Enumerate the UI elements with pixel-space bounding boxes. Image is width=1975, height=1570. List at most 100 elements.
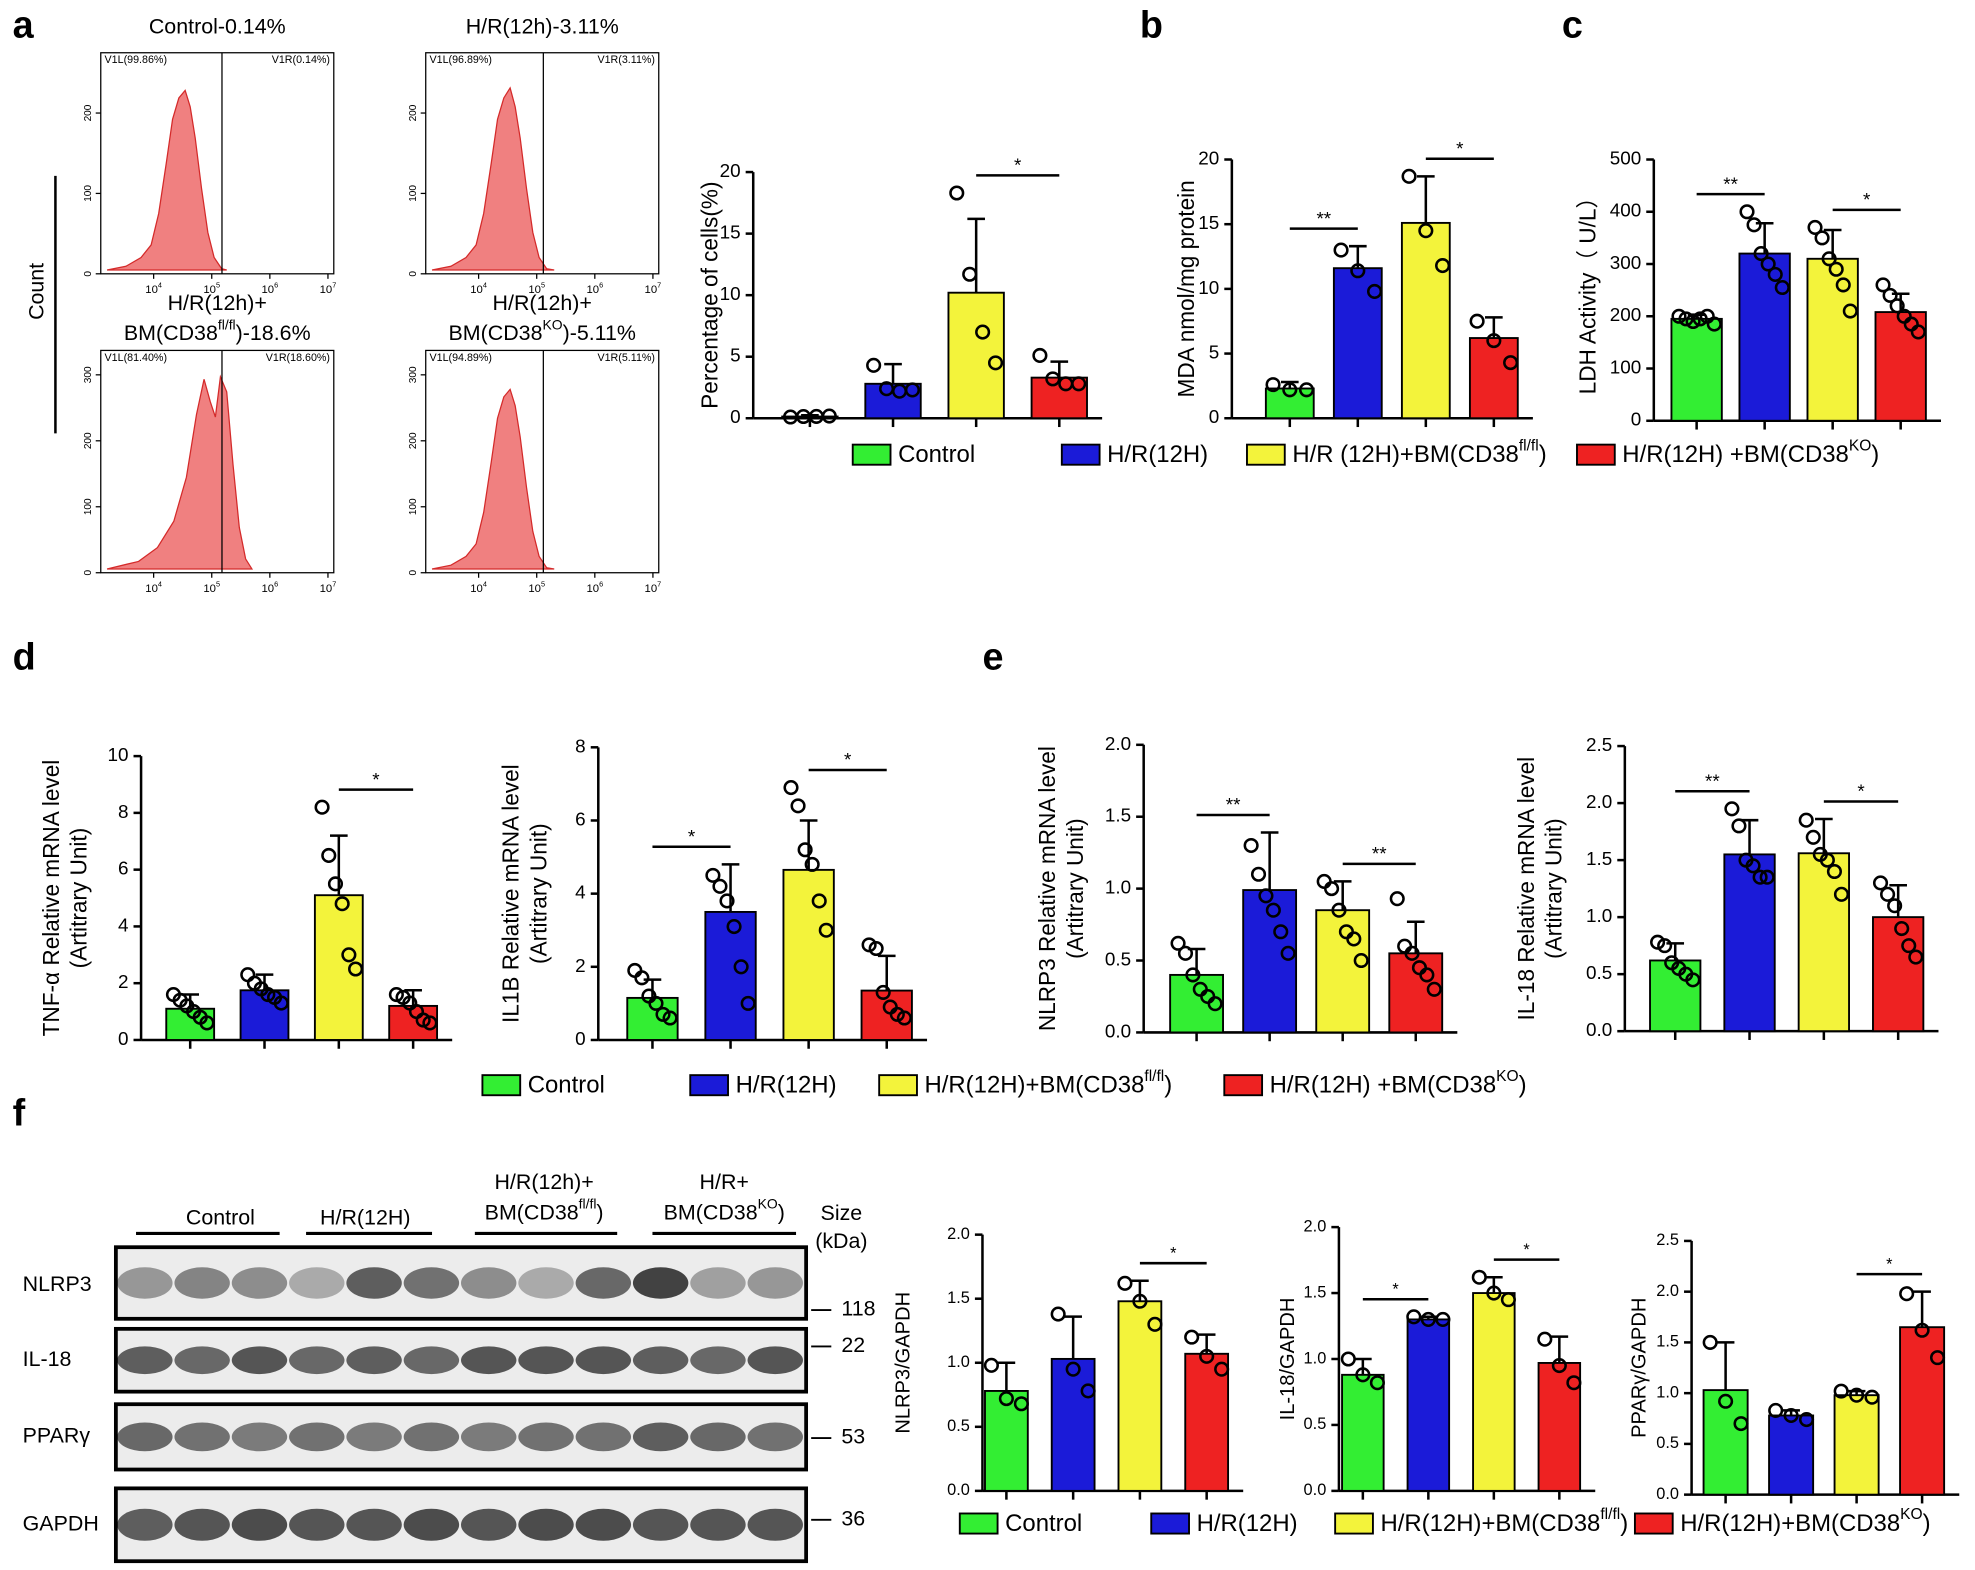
error-bar (643, 978, 662, 998)
data-point (1650, 934, 1666, 950)
histograms (106, 86, 555, 570)
blot-band (346, 1422, 402, 1452)
superscript: fl/fl (579, 1195, 597, 1211)
data-point (821, 408, 837, 424)
data-point (1389, 891, 1405, 907)
data-point (1419, 967, 1435, 983)
data-point (1401, 168, 1417, 184)
data-point (1214, 1361, 1230, 1377)
bar (782, 868, 835, 1041)
size-header: (kDa) (815, 1229, 867, 1253)
superscript: 6 (274, 579, 278, 588)
blot-band (690, 1508, 746, 1541)
blot-band (690, 1267, 746, 1299)
blot-band (518, 1422, 574, 1452)
data-point (1199, 1348, 1215, 1364)
text-part: Control-0.14% (149, 14, 286, 38)
y-axis-label: PPARγ/GAPDH (1628, 1298, 1650, 1438)
y-tick-label: 0 (83, 570, 94, 576)
superscript: fl/fl (1144, 1068, 1164, 1085)
data-point (949, 185, 965, 201)
text-part: H/R(12h)+ (494, 1170, 593, 1194)
error-bar (1260, 831, 1279, 891)
gate-label: V1L(96.89%) (430, 54, 492, 66)
y-tick-label: 2.0 (947, 1225, 970, 1243)
data-point (1500, 1292, 1516, 1308)
text-part: H/R(12h)-3.11% (466, 14, 619, 38)
text-part: H/R(12H) (1197, 1510, 1298, 1537)
y-tick-label: 300 (83, 366, 94, 383)
legend-label: H/R(12H)+BM(CD38KO) (1680, 1506, 1930, 1537)
row-label: PPARγ (23, 1424, 91, 1448)
data-point (783, 780, 799, 796)
text-part: ) (1164, 1072, 1172, 1099)
y-tick-label: 200 (408, 432, 419, 449)
legend-label: Control (898, 441, 975, 468)
y-axis-label: NLRP3/GAPDH (893, 1292, 915, 1434)
data-point (740, 995, 756, 1011)
data-point (1733, 1416, 1749, 1432)
data-point (1071, 376, 1087, 392)
bar (313, 894, 364, 1041)
superscript: 4 (483, 579, 487, 588)
data-point (1243, 837, 1259, 854)
significance-label: ** (1723, 173, 1738, 194)
superscript: KO (543, 316, 563, 332)
data-point (1724, 801, 1740, 817)
data-point (1065, 1361, 1081, 1377)
text-part: 10 (586, 583, 599, 595)
legend-swatch (1576, 443, 1616, 466)
legend-label: H/R(12H) (1107, 441, 1208, 468)
blot-band (346, 1508, 402, 1541)
y-axis-label: IL1B Relative mRNA level (499, 764, 524, 1023)
y-tick-label: 1.0 (1105, 877, 1131, 898)
bar (704, 910, 757, 1041)
blot-band (632, 1267, 689, 1299)
bar (1264, 387, 1315, 420)
legend-swatch (1246, 443, 1286, 466)
y-tick-label: 1.0 (947, 1353, 970, 1371)
significance-label: * (1170, 1245, 1177, 1263)
superscript: 4 (158, 281, 162, 290)
legend-label: H/R(12H) +BM(CD38KO) (1622, 438, 1879, 469)
significance-label: * (1886, 1256, 1893, 1274)
blot-band (346, 1267, 402, 1299)
x-tick-label: 104 (470, 281, 487, 297)
y-tick-label: 20 (1198, 148, 1219, 169)
data-point (199, 1015, 215, 1031)
y-axis-label: (Artitrary Unit) (1063, 818, 1088, 959)
y-tick-label: 2.0 (1105, 733, 1131, 754)
data-point (1692, 311, 1708, 327)
data-point (648, 995, 664, 1011)
blot-band (231, 1422, 288, 1452)
y-tick-label: 0 (408, 271, 419, 277)
y-tick-label: 6 (575, 808, 586, 829)
x-tick-label: 106 (586, 579, 603, 595)
panel-label: b (1140, 4, 1163, 46)
legend-swatch (1633, 1512, 1674, 1535)
legend-label: H/R(12H) +BM(CD38KO) (1270, 1068, 1527, 1099)
text-part: 10 (586, 284, 599, 296)
blot-band (231, 1508, 288, 1541)
data-point (1814, 230, 1830, 246)
y-tick-label: 0.0 (1304, 1481, 1327, 1499)
data-point (1929, 1350, 1946, 1366)
x-tick-label: 106 (261, 579, 278, 595)
data-point (1471, 1269, 1487, 1285)
x-tick-label: 105 (528, 579, 545, 595)
data-point (1566, 1375, 1582, 1391)
data-point (1355, 1367, 1371, 1383)
y-tick-label: 0.5 (1656, 1434, 1679, 1452)
data-point (1013, 1396, 1029, 1412)
y-tick-label: 5 (730, 345, 741, 366)
data-point (1551, 1358, 1567, 1374)
error-bar (1815, 817, 1833, 854)
superscript: 5 (541, 579, 545, 588)
y-tick-label: 0 (83, 271, 94, 277)
gate-label: V1R(3.11%) (597, 54, 655, 66)
significance-label: ** (1226, 794, 1241, 815)
data-point (1469, 313, 1485, 329)
bar (1406, 1318, 1451, 1492)
lane-group-label: BM(CD38KO) (664, 1195, 785, 1223)
y-tick-label: 0 (575, 1028, 586, 1049)
